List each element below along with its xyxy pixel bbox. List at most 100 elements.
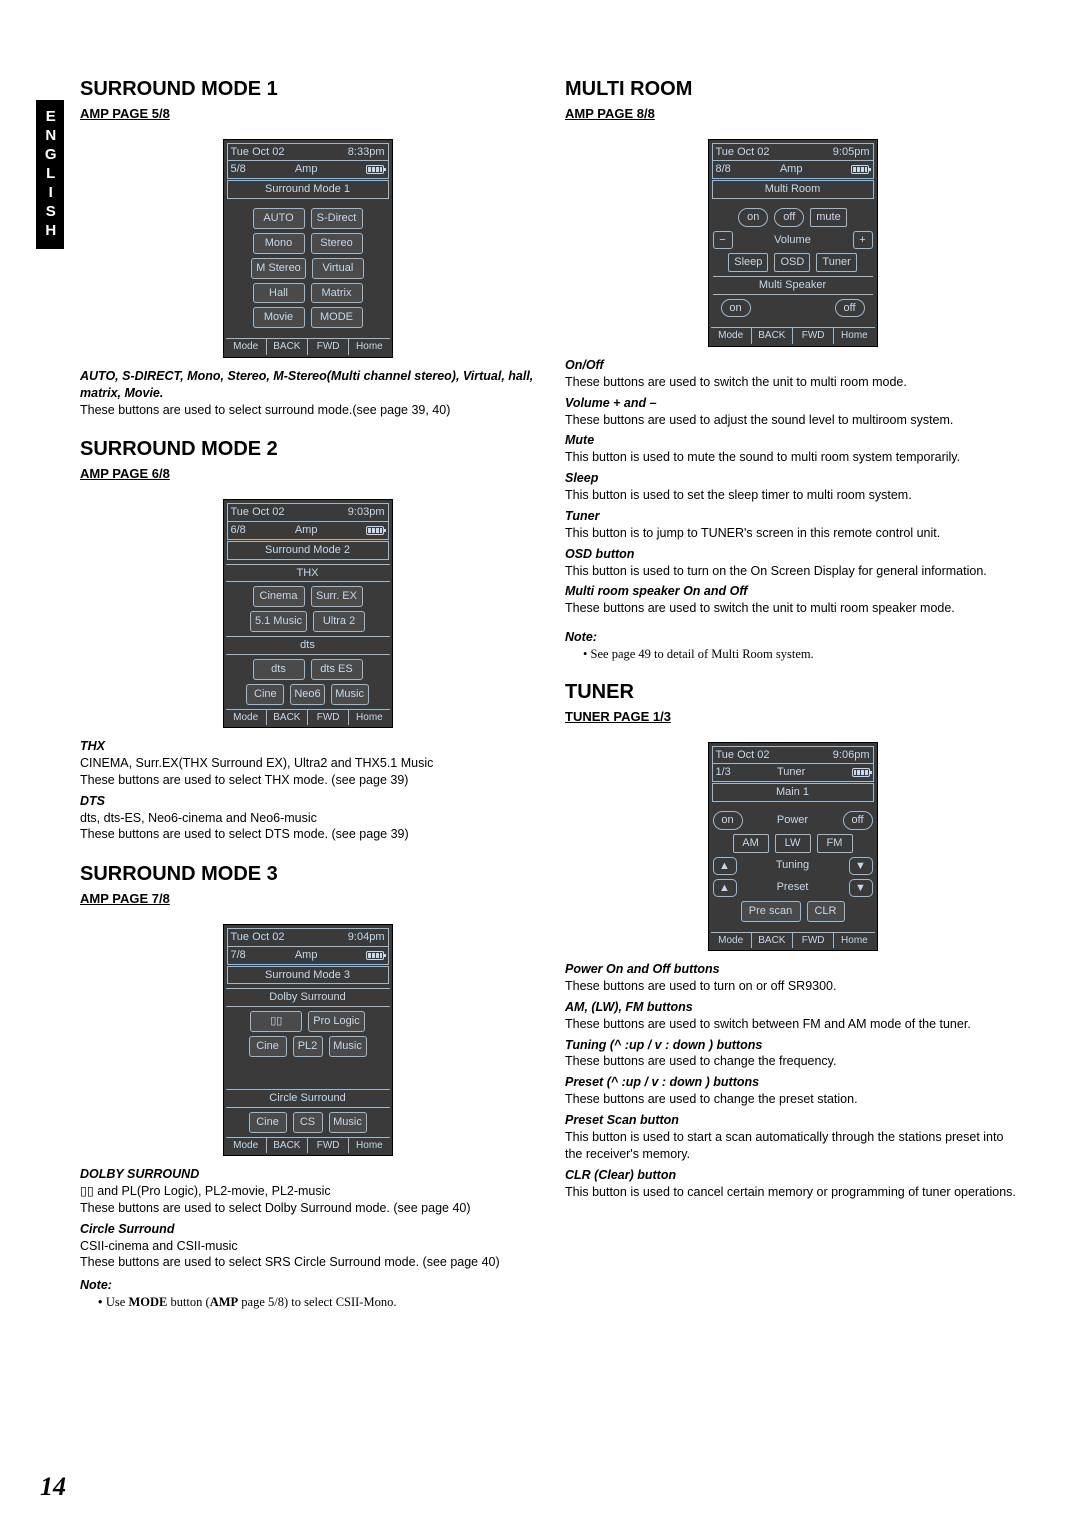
desc-text: These buttons are used to change the fre… [565, 1053, 1020, 1070]
screen-title: Surround Mode 3 [227, 966, 389, 985]
auto-button[interactable]: AUTO [253, 208, 305, 229]
nav-home[interactable]: Home [834, 933, 874, 949]
device: Amp [780, 162, 803, 177]
ms-on-button[interactable]: on [721, 299, 751, 318]
nav-fwd[interactable]: FWD [308, 339, 349, 355]
vol-plus-button[interactable]: + [853, 231, 873, 249]
nav-fwd[interactable]: FWD [793, 328, 834, 344]
surrex-button[interactable]: Surr. EX [311, 586, 363, 607]
time: 9:04pm [348, 930, 385, 945]
tuning-up-button[interactable]: ▲ [713, 857, 737, 875]
nav-mode[interactable]: Mode [711, 328, 752, 344]
cs-cine-button[interactable]: Cine [249, 1112, 287, 1133]
neo6-music-button[interactable]: Music [331, 684, 369, 705]
desc-text: These buttons are used to switch between… [565, 1016, 1020, 1033]
mute-button[interactable]: mute [810, 208, 846, 227]
nav-mode[interactable]: Mode [226, 1138, 267, 1154]
sleep-button[interactable]: Sleep [728, 253, 768, 272]
date: Tue Oct 02 [231, 145, 285, 160]
page-idx: 5/8 [231, 162, 246, 177]
nav-back[interactable]: BACK [267, 1138, 308, 1154]
sm2-screen: Tue Oct 029:03pm 6/8Amp Surround Mode 2 … [223, 499, 393, 728]
cs-button[interactable]: CS [293, 1112, 323, 1133]
battery-icon [366, 165, 384, 174]
ultra2-button[interactable]: Ultra 2 [313, 611, 365, 632]
ds-desc-title: DOLBY SURROUND [80, 1166, 535, 1183]
neo6-cine-button[interactable]: Cine [246, 684, 284, 705]
time: 8:33pm [348, 145, 385, 160]
vol-minus-button[interactable]: − [713, 231, 733, 249]
mr-off-button[interactable]: off [774, 208, 804, 227]
matrix-button[interactable]: Matrix [311, 283, 363, 304]
dolby-icon-button[interactable]: ▯▯ [250, 1011, 302, 1032]
stereo-button[interactable]: Stereo [311, 233, 363, 254]
desc-title: AM, (LW), FM buttons [565, 999, 1020, 1016]
lw-button[interactable]: LW [775, 834, 811, 853]
mr-on-button[interactable]: on [738, 208, 768, 227]
nav-home[interactable]: Home [349, 710, 389, 726]
preset-up-button[interactable]: ▲ [713, 879, 737, 897]
circle-label: Circle Surround [226, 1089, 390, 1108]
dts-label: dts [226, 636, 390, 655]
pl2-music-button[interactable]: Music [329, 1036, 367, 1057]
dts-desc-text: dts, dts-ES, Neo6-cinema and Neo6-music … [80, 810, 535, 844]
device: Amp [295, 948, 318, 963]
page-idx: 7/8 [231, 948, 246, 963]
prologic-button[interactable]: Pro Logic [308, 1011, 364, 1032]
nav-fwd[interactable]: FWD [308, 1138, 349, 1154]
cinema-button[interactable]: Cinema [253, 586, 305, 607]
prescan-button[interactable]: Pre scan [741, 901, 801, 922]
power-off-button[interactable]: off [843, 811, 873, 830]
tuning-label: Tuning [743, 858, 843, 873]
nav-back[interactable]: BACK [267, 710, 308, 726]
sm1-desc-title: AUTO, S-DIRECT, Mono, Stereo, M-Stereo(M… [80, 368, 535, 402]
preset-down-button[interactable]: ▼ [849, 879, 873, 897]
neo6-button[interactable]: Neo6 [290, 684, 324, 705]
mono-button[interactable]: Mono [253, 233, 305, 254]
mode-button[interactable]: MODE [311, 307, 363, 328]
hall-button[interactable]: Hall [253, 283, 305, 304]
sm3-screen: Tue Oct 029:04pm 7/8Amp Surround Mode 3 … [223, 924, 393, 1156]
movie-button[interactable]: Movie [253, 307, 305, 328]
tuner-button[interactable]: Tuner [816, 253, 856, 272]
nav-fwd[interactable]: FWD [793, 933, 834, 949]
nav-home[interactable]: Home [349, 1138, 389, 1154]
desc-title: Power On and Off buttons [565, 961, 1020, 978]
nav-home[interactable]: Home [349, 339, 389, 355]
nav-mode[interactable]: Mode [226, 339, 267, 355]
date: Tue Oct 02 [231, 930, 285, 945]
sm3-page: AMP PAGE 7/8 [80, 890, 170, 908]
nav-back[interactable]: BACK [267, 339, 308, 355]
desc-text: This button is used to turn on the On Sc… [565, 563, 1020, 580]
nav-back[interactable]: BACK [752, 328, 793, 344]
nav-fwd[interactable]: FWD [308, 710, 349, 726]
nav-mode[interactable]: Mode [711, 933, 752, 949]
tuning-down-button[interactable]: ▼ [849, 857, 873, 875]
virtual-button[interactable]: Virtual [312, 258, 364, 279]
clr-button[interactable]: CLR [807, 901, 845, 922]
pl2-cine-button[interactable]: Cine [249, 1036, 287, 1057]
mstereo-button[interactable]: M Stereo [251, 258, 306, 279]
cs-music-button[interactable]: Music [329, 1112, 367, 1133]
sm3-note-text: • Use MODE button (AMP page 5/8) to sele… [98, 1294, 535, 1311]
desc-text: This button is used to cancel certain me… [565, 1184, 1020, 1201]
cs-desc-text: CSII-cinema and CSII-music These buttons… [80, 1238, 535, 1272]
sdirect-button[interactable]: S-Direct [311, 208, 363, 229]
nav-mode[interactable]: Mode [226, 710, 267, 726]
left-column: SURROUND MODE 1 AMP PAGE 5/8 Tue Oct 028… [80, 70, 535, 1311]
am-button[interactable]: AM [733, 834, 769, 853]
power-on-button[interactable]: on [713, 811, 743, 830]
thx-desc-text: CINEMA, Surr.EX(THX Surround EX), Ultra2… [80, 755, 535, 789]
dtses-button[interactable]: dts ES [311, 659, 363, 680]
page-idx: 1/3 [716, 765, 731, 780]
fm-button[interactable]: FM [817, 834, 853, 853]
desc-title: Multi room speaker On and Off [565, 583, 1020, 600]
osd-button[interactable]: OSD [774, 253, 810, 272]
nav-home[interactable]: Home [834, 328, 874, 344]
pl2-button[interactable]: PL2 [293, 1036, 323, 1057]
dts-button[interactable]: dts [253, 659, 305, 680]
51music-button[interactable]: 5.1 Music [250, 611, 307, 632]
ms-off-button[interactable]: off [835, 299, 865, 318]
nav-back[interactable]: BACK [752, 933, 793, 949]
page-number: 14 [40, 1469, 66, 1504]
